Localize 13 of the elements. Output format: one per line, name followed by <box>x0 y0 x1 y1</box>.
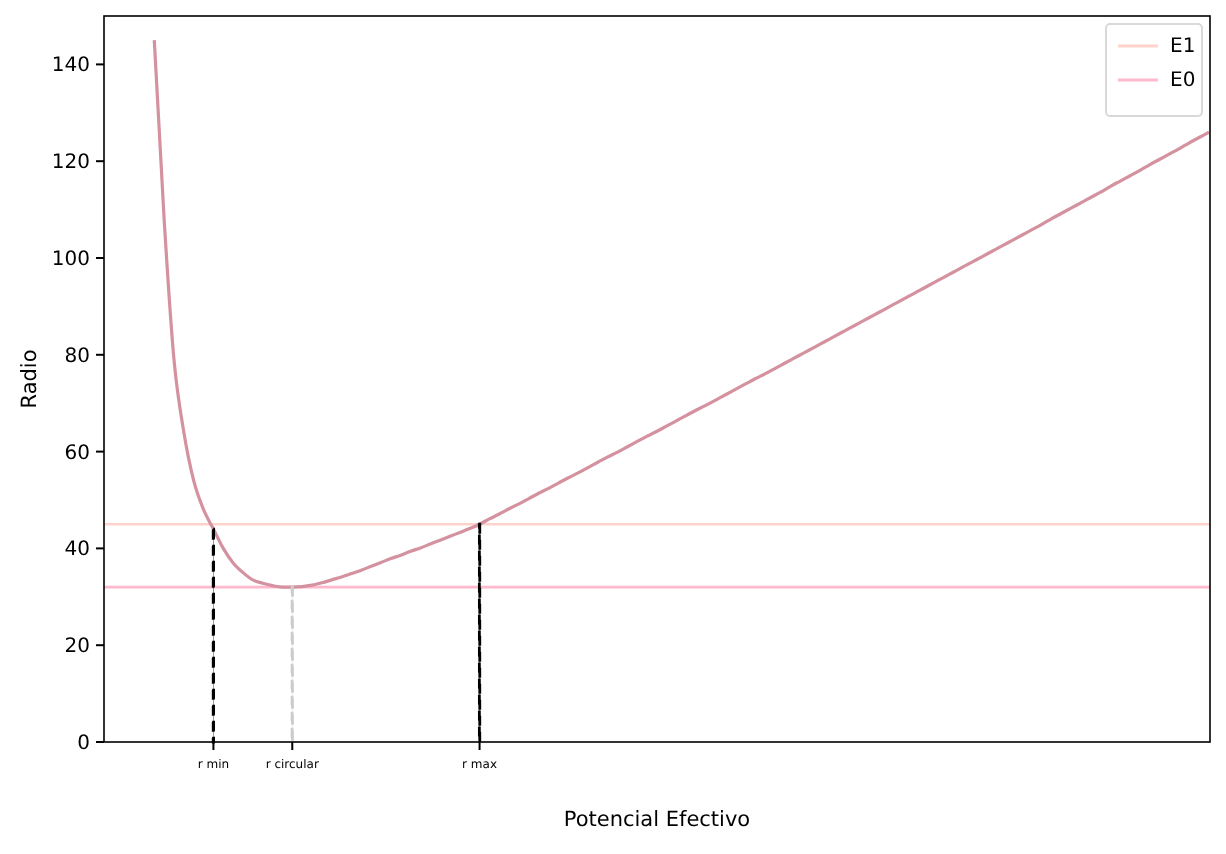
x-axis-title: Potencial Efectivo <box>563 808 751 832</box>
y-tick-label: 40 <box>64 539 90 562</box>
y-tick-label: 20 <box>64 636 90 659</box>
y-tick-label: 140 <box>51 55 90 78</box>
y-tick-label: 120 <box>51 152 90 175</box>
y-axis-title: Radio <box>18 349 42 409</box>
y-tick-label: 100 <box>51 249 90 271</box>
y-tick-label: 0 <box>77 733 90 755</box>
y-tick-label: 80 <box>64 345 90 368</box>
legend-label: E0 <box>1170 70 1196 92</box>
line-series <box>152 38 1211 589</box>
legend-label: E1 <box>1170 36 1196 58</box>
y-tick-label: 60 <box>64 442 90 465</box>
